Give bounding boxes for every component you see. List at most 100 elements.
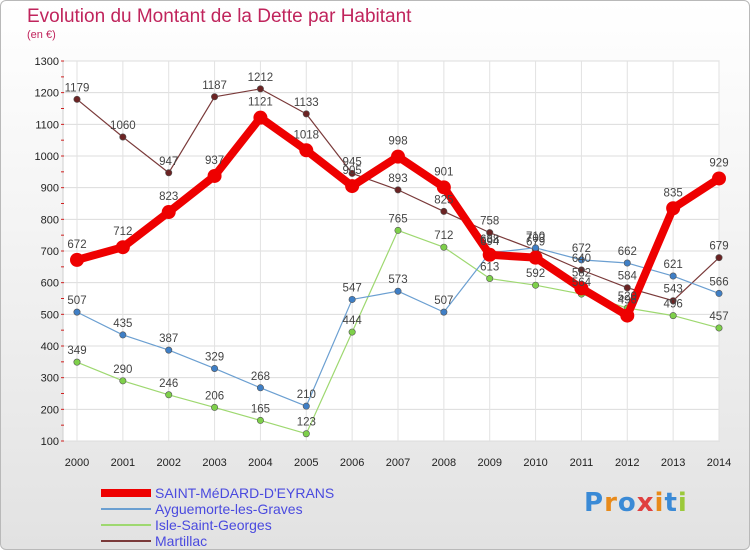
y-tick-label: 1000: [35, 151, 59, 163]
data-label: 246: [159, 378, 178, 390]
data-point: [669, 312, 677, 320]
data-point: [165, 169, 173, 177]
x-tick-label: 2014: [707, 457, 731, 469]
legend-label: Isle-Saint-Georges: [155, 517, 272, 533]
data-point: [574, 281, 589, 296]
logo-letter: r: [604, 488, 618, 518]
data-label: 929: [709, 157, 728, 169]
data-label: 712: [113, 226, 132, 238]
x-tick-label: 2010: [523, 457, 547, 469]
chart-title: Evolution du Montant de la Dette par Hab…: [27, 6, 412, 27]
data-label: 758: [480, 216, 499, 228]
x-tick-label: 2002: [156, 457, 180, 469]
data-label: 1060: [110, 120, 136, 132]
data-point: [712, 171, 726, 186]
data-label: 1018: [293, 129, 319, 141]
data-point: [623, 284, 631, 292]
y-tick-label: 200: [41, 404, 59, 416]
logo-letter: o: [617, 488, 637, 518]
y-tick-label: 1300: [35, 56, 59, 68]
data-point: [256, 384, 264, 392]
x-tick-label: 2007: [386, 457, 410, 469]
data-point: [256, 85, 264, 93]
data-point: [348, 295, 356, 303]
data-label: 823: [159, 191, 178, 203]
data-label: 349: [67, 345, 86, 357]
data-point: [669, 272, 677, 280]
legend-label: Ayguemorte-les-Graves: [155, 501, 303, 517]
data-label: 662: [618, 246, 637, 258]
data-point: [666, 201, 681, 216]
data-label: 945: [343, 156, 362, 168]
data-label: 165: [251, 403, 270, 415]
data-point: [165, 346, 173, 354]
x-tick-label: 2004: [248, 457, 272, 469]
data-point: [577, 256, 585, 264]
logo-letter: i: [677, 488, 688, 518]
data-point: [119, 133, 127, 141]
y-tick-label: 700: [41, 246, 59, 258]
legend-item: Ayguemorte-les-Graves: [101, 501, 401, 517]
y-tick-label: 800: [41, 214, 59, 226]
data-label: 710: [526, 231, 545, 243]
data-point: [299, 143, 314, 158]
data-label: 679: [709, 241, 728, 253]
data-point: [394, 186, 402, 194]
data-point: [253, 110, 268, 125]
data-label: 547: [343, 282, 362, 294]
data-point: [165, 391, 173, 399]
data-label: 640: [572, 253, 591, 265]
legend-swatch: [101, 540, 151, 542]
data-label: 835: [664, 187, 683, 199]
data-point: [577, 266, 585, 274]
data-point: [394, 226, 402, 234]
legend-item: SAINT-MéDARD-D'EYRANS: [101, 485, 401, 501]
data-point: [302, 402, 310, 410]
data-label: 937: [205, 155, 224, 167]
data-label: 507: [67, 295, 86, 307]
data-point: [73, 308, 81, 316]
data-label: 679: [526, 237, 545, 249]
data-point: [119, 377, 127, 385]
data-point: [532, 281, 540, 289]
data-point: [440, 243, 448, 251]
data-label: 206: [205, 390, 224, 402]
data-label: 1179: [65, 82, 90, 94]
data-label: 592: [526, 268, 545, 280]
x-tick-label: 2005: [294, 457, 318, 469]
data-label: 947: [159, 156, 178, 168]
data-label: 268: [251, 371, 270, 383]
data-label: 329: [205, 351, 224, 363]
x-tick-label: 2013: [661, 457, 685, 469]
data-point: [440, 207, 448, 215]
data-label: 1133: [294, 97, 319, 109]
x-tick-label: 2003: [202, 457, 226, 469]
data-point: [348, 328, 356, 336]
data-point: [207, 168, 222, 183]
data-label: 672: [67, 239, 86, 251]
legend-swatch: [101, 508, 151, 510]
data-label: 123: [297, 417, 316, 429]
data-label: 496: [664, 299, 683, 311]
legend-label: Martillac: [155, 533, 208, 549]
data-point: [486, 229, 494, 237]
data-label: 621: [664, 259, 683, 271]
data-point: [161, 205, 176, 220]
data-label: 507: [434, 295, 453, 307]
y-tick-label: 100: [41, 436, 59, 448]
x-tick-label: 2008: [432, 457, 456, 469]
data-point: [394, 287, 402, 295]
data-label: 703: [526, 233, 545, 245]
x-tick-label: 2001: [111, 457, 135, 469]
data-point: [302, 430, 310, 438]
logo-letter: P: [584, 488, 605, 518]
data-point: [115, 240, 130, 255]
data-label: 1121: [248, 97, 273, 109]
data-point: [528, 250, 543, 265]
data-label: 457: [709, 311, 728, 323]
data-label: 444: [343, 315, 363, 327]
data-point: [482, 247, 497, 262]
y-tick-label: 400: [41, 341, 59, 353]
